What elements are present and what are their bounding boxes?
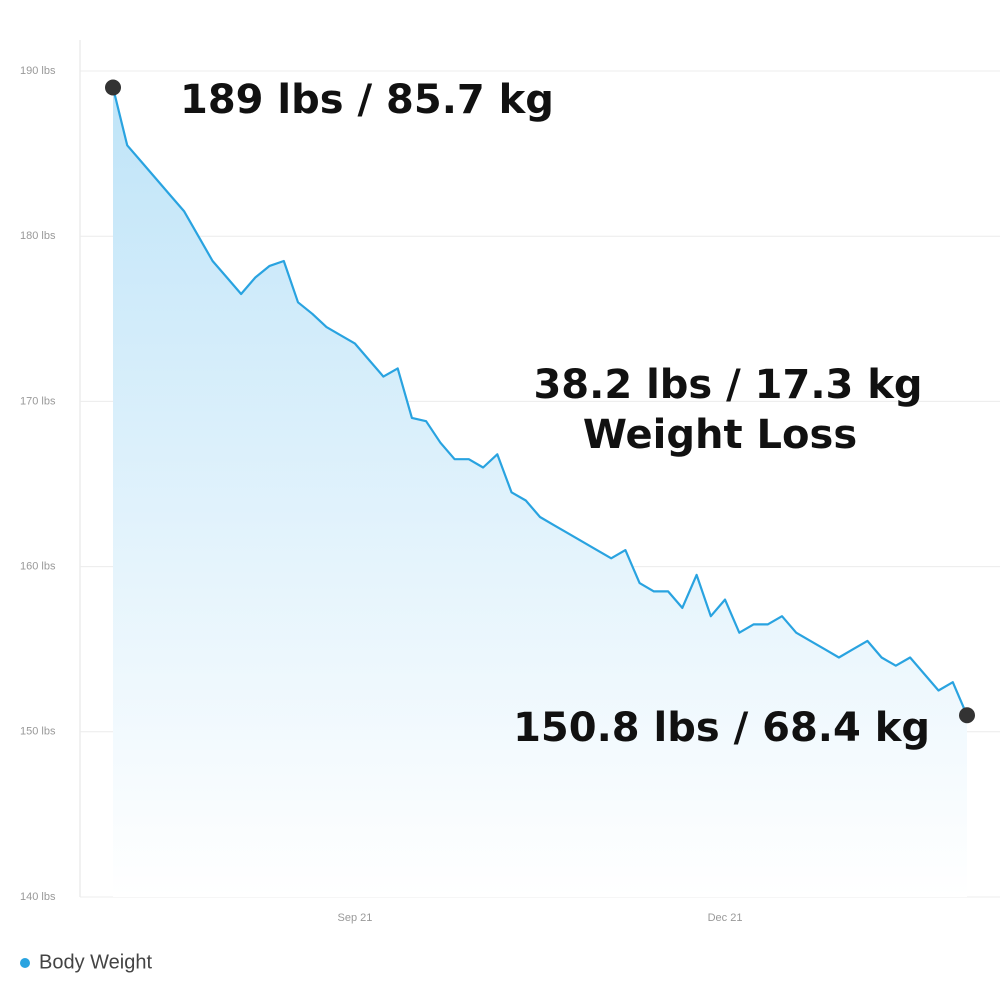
- line: [111, 87, 969, 716]
- annotation: 150.8 lbs / 68.4 kg: [513, 705, 930, 751]
- legend-marker: [20, 958, 30, 968]
- area: [113, 87, 967, 897]
- x-tick-label: Sep 21: [338, 912, 373, 924]
- y-tick-label: 190 lbs: [20, 65, 56, 77]
- y-tick-label: 140 lbs: [20, 891, 56, 903]
- y-tick-label: 180 lbs: [20, 230, 56, 242]
- endpoint-dot: [959, 707, 975, 724]
- annotation: 38.2 lbs / 17.3 kg: [533, 362, 922, 408]
- y-tick-label: 170 lbs: [20, 395, 56, 407]
- y-tick-label: 160 lbs: [20, 561, 56, 573]
- endpoint-dot: [105, 79, 121, 96]
- x-tick-label: Dec 21: [708, 912, 743, 924]
- annotation: 189 lbs / 85.7 kg: [180, 77, 554, 123]
- y-tick-label: 150 lbs: [20, 726, 56, 738]
- annotation: Weight Loss: [583, 412, 857, 458]
- legend-label: Body Weight: [39, 951, 152, 973]
